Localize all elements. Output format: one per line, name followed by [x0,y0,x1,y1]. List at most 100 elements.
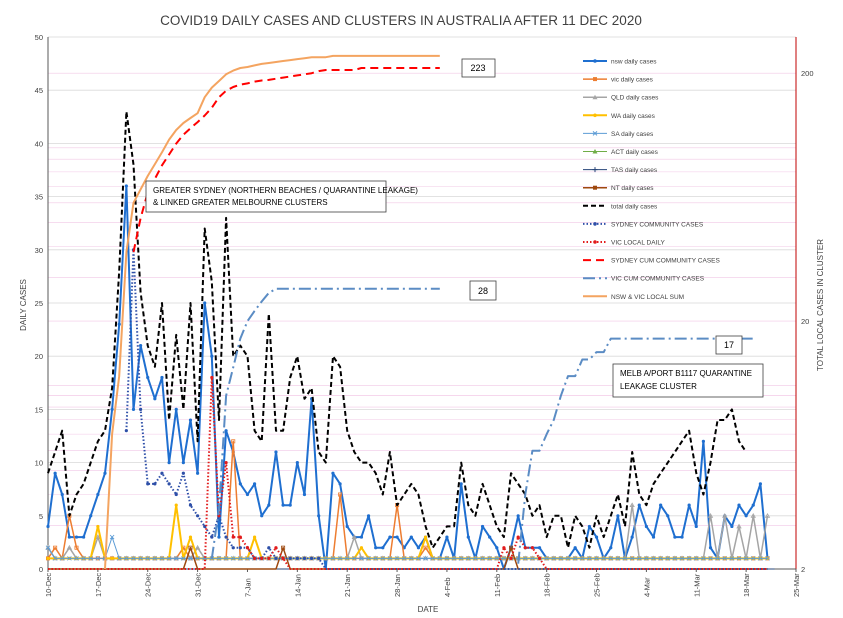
data-point [480,556,485,561]
data-point [52,556,58,561]
data-point [423,535,428,539]
legend-marker [593,222,597,226]
data-point [74,556,79,561]
data-point [373,556,378,561]
legend-label: VIC LOCAL DAILY [611,240,665,247]
data-point [594,556,599,561]
data-point [445,535,449,539]
x-tick-label: 4-Mar [642,577,651,597]
data-point [131,407,136,411]
data-point [302,556,307,560]
data-point [701,556,706,561]
data-point [295,556,299,560]
x-tick-label: 7-Jan [243,578,252,597]
y2-tick-label: 200 [801,69,814,78]
data-point [96,524,100,529]
data-point [224,461,228,465]
y2-tick-label: 20 [801,317,809,326]
data-point [758,556,763,561]
data-point [210,354,214,358]
data-point [323,556,329,561]
data-point [267,556,271,560]
data-point [523,556,528,561]
y-tick-label: 30 [35,246,43,255]
data-point [451,556,457,561]
data-point [124,184,128,188]
data-point [124,556,129,561]
data-point [707,512,714,518]
data-point [124,429,128,433]
svg-text:28: 28 [478,286,488,296]
data-point [387,556,393,561]
annotation-sydney-line2: & LINKED GREATER MELBOURNE CLUSTERS [153,198,328,207]
data-point [708,556,713,561]
x-tick-label: 18-Mar [742,573,751,597]
data-point [615,556,621,561]
y-tick-label: 0 [39,565,43,574]
legend: nsw daily cases vic daily cases QLD daily … [583,59,720,301]
data-point [401,556,407,561]
data-point [231,439,236,444]
data-point [110,556,114,560]
data-point [729,556,735,561]
data-point [238,482,242,486]
series-line [47,110,747,549]
data-point [359,546,364,550]
data-point [302,492,307,497]
data-point [145,556,151,561]
y-tick-label: 5 [39,512,43,521]
data-point [480,524,485,529]
data-point [53,545,58,550]
data-point [764,512,771,518]
data-point [338,492,343,497]
data-point [338,482,342,486]
data-point [409,535,413,539]
legend-label: NT daily cases [611,185,654,192]
data-point [67,556,72,561]
data-point [437,556,443,561]
data-point [587,556,592,561]
data-point [217,535,221,539]
data-point [751,503,755,507]
data-point [565,556,571,561]
data-point [331,471,335,475]
data-point [352,556,357,561]
data-point [173,556,179,561]
annotation-melb-line2: LEAKAGE CLUSTER [620,382,697,391]
legend-marker [592,94,598,100]
data-point [679,556,685,561]
data-point [730,524,734,529]
data-point [196,471,200,475]
data-point [317,556,321,560]
data-point [608,556,614,561]
data-point [260,514,264,518]
data-point [188,545,193,550]
data-point [630,535,634,539]
y-tick-label: 20 [35,352,43,361]
series-group [45,54,775,570]
data-point [651,535,656,539]
data-point [609,546,613,550]
data-point [395,535,399,539]
data-point [260,556,264,560]
y-tick-label: 35 [35,193,43,202]
data-point [629,502,635,508]
data-point [153,482,157,486]
data-point [109,534,115,540]
annotation-melb-line1: MELB A/PORT B1117 QUARANTINE [620,369,752,378]
data-point [394,556,400,561]
data-point [103,471,107,475]
data-point [188,535,193,539]
data-point [281,556,285,560]
data-point [167,461,171,465]
data-point [196,514,200,518]
legend-marker [593,77,597,82]
data-point [637,503,641,507]
legend-marker [593,59,597,63]
data-point [238,546,242,550]
data-point [693,556,699,561]
data-point [516,514,520,518]
data-point [231,535,235,539]
data-point [616,514,620,518]
